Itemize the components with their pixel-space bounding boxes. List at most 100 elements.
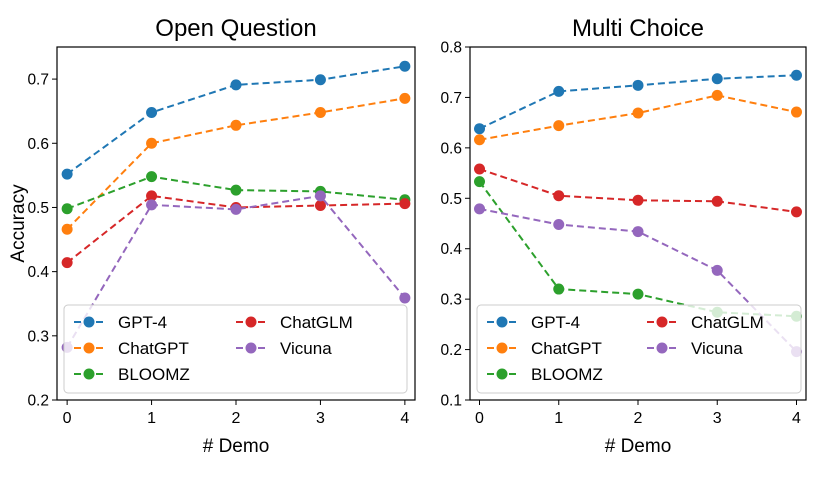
legend: GPT-4 ChatGPT BLOOMZ ChatGLM Vicuna: [476, 304, 802, 394]
legend-label: BLOOMZ: [531, 365, 603, 384]
chart-panel-2: Multi Choice 0.1 0.2 0.3 0.4 0.5 0.6 0.7 0.8 0 1 2 3…: [440, 15, 807, 457]
y-tick-label: 0.6: [27, 136, 49, 153]
data-point-bloomz: [632, 288, 644, 300]
data-point-chatgpt: [314, 106, 326, 118]
data-point-bloomz: [61, 203, 73, 215]
data-point-vicuna: [146, 199, 158, 211]
x-tick-label: 0: [63, 410, 72, 427]
y-tick-label: 0.2: [27, 393, 49, 410]
data-point-gpt-4: [230, 79, 242, 91]
data-point-chatgpt: [399, 92, 411, 104]
legend-marker: [245, 342, 257, 354]
data-point-chatglm: [474, 163, 486, 175]
y-tick-label: 0.3: [440, 292, 462, 309]
legend-box: [476, 304, 802, 394]
legend-label: BLOOMZ: [118, 365, 190, 384]
data-point-vicuna: [553, 219, 565, 231]
data-point-gpt-4: [399, 60, 411, 72]
series-line-vicuna: [66, 194, 406, 348]
data-point-gpt-4: [711, 73, 723, 85]
legend-box: [63, 304, 408, 394]
legend-marker: [83, 368, 95, 380]
legend-label: ChatGPT: [531, 339, 602, 358]
data-point-chatgpt: [632, 107, 644, 119]
data-point-chatgpt: [711, 89, 723, 101]
legend-marker: [496, 342, 508, 354]
legend-label: GPT-4: [118, 313, 167, 332]
data-point-chatgpt: [146, 137, 158, 149]
data-point-vicuna: [230, 203, 242, 215]
legend: GPT-4 ChatGPT BLOOMZ ChatGLM Vicuna: [63, 304, 408, 394]
data-point-chatglm: [553, 190, 565, 202]
data-point-chatgpt: [230, 119, 242, 131]
legend-label: Vicuna: [280, 339, 332, 358]
x-tick-label: 2: [232, 410, 241, 427]
data-point-chatglm: [314, 200, 326, 212]
y-tick-label: 0.6: [440, 140, 462, 157]
legend-marker: [496, 316, 508, 328]
legend-marker: [496, 368, 508, 380]
data-point-vicuna: [314, 190, 326, 202]
x-tick-label: 4: [400, 410, 409, 427]
data-point-chatglm: [146, 190, 158, 202]
y-tick-label: 0.4: [27, 264, 49, 281]
y-axis-label: Accuracy: [8, 184, 29, 263]
data-point-gpt-4: [790, 69, 802, 81]
data-point-gpt-4: [632, 79, 644, 91]
data-point-gpt-4: [314, 74, 326, 86]
x-tick-label: 3: [316, 410, 325, 427]
data-point-bloomz: [146, 171, 158, 183]
data-point-gpt-4: [553, 85, 565, 97]
x-axis-label: # Demo: [605, 436, 672, 457]
data-point-chatglm: [632, 194, 644, 206]
y-tick-label: 0.7: [440, 90, 462, 107]
data-point-vicuna: [474, 203, 486, 215]
chart-title: Open Question: [155, 15, 316, 42]
data-point-chatgpt: [474, 134, 486, 146]
x-tick-label: 1: [554, 410, 563, 427]
x-tick-label: 4: [792, 410, 801, 427]
data-point-chatglm: [399, 198, 411, 210]
series-line-bloomz: [66, 175, 405, 210]
x-tick-label: 1: [147, 410, 156, 427]
x-tick-label: 0: [475, 410, 484, 427]
plot-frame: [56, 46, 416, 401]
data-point-gpt-4: [474, 123, 486, 135]
legend-label: ChatGLM: [280, 313, 353, 332]
legend-label: ChatGLM: [691, 313, 764, 332]
data-point-gpt-4: [61, 168, 73, 180]
data-point-vicuna: [632, 226, 644, 238]
y-tick-label: 0.7: [27, 72, 49, 89]
x-axis-label: # Demo: [203, 436, 270, 457]
chart-panel-1: Open Question 0.2 0.3 0.4 0.5 0.6 0.7 0 1 2 3 4 # De…: [8, 15, 416, 457]
y-tick-label: 0.2: [440, 342, 462, 359]
chart-title: Multi Choice: [572, 15, 704, 42]
data-point-bloomz: [553, 283, 565, 295]
legend-label: Vicuna: [691, 339, 743, 358]
y-tick-label: 0.3: [27, 328, 49, 345]
data-point-chatgpt: [61, 223, 73, 235]
y-tick-label: 0.5: [440, 191, 462, 208]
x-tick-label: 3: [713, 410, 722, 427]
data-point-chatgpt: [553, 120, 565, 132]
series-line-chatgpt: [66, 97, 406, 230]
y-tick-label: 0.5: [27, 200, 49, 217]
legend-marker: [656, 342, 668, 354]
legend-label: ChatGPT: [118, 339, 189, 358]
series-line-chatglm: [479, 168, 797, 213]
legend-marker: [83, 342, 95, 354]
data-point-gpt-4: [146, 106, 158, 118]
legend-label: GPT-4: [531, 313, 580, 332]
legend-marker: [245, 316, 257, 328]
legend-marker: [656, 316, 668, 328]
data-point-chatglm: [711, 195, 723, 207]
data-point-chatglm: [61, 257, 73, 269]
y-tick-label: 0.8: [440, 40, 462, 57]
data-point-vicuna: [399, 292, 411, 304]
y-tick-label: 0.4: [440, 241, 462, 258]
data-point-bloomz: [230, 184, 242, 196]
data-point-chatgpt: [790, 106, 802, 118]
legend-marker: [83, 316, 95, 328]
